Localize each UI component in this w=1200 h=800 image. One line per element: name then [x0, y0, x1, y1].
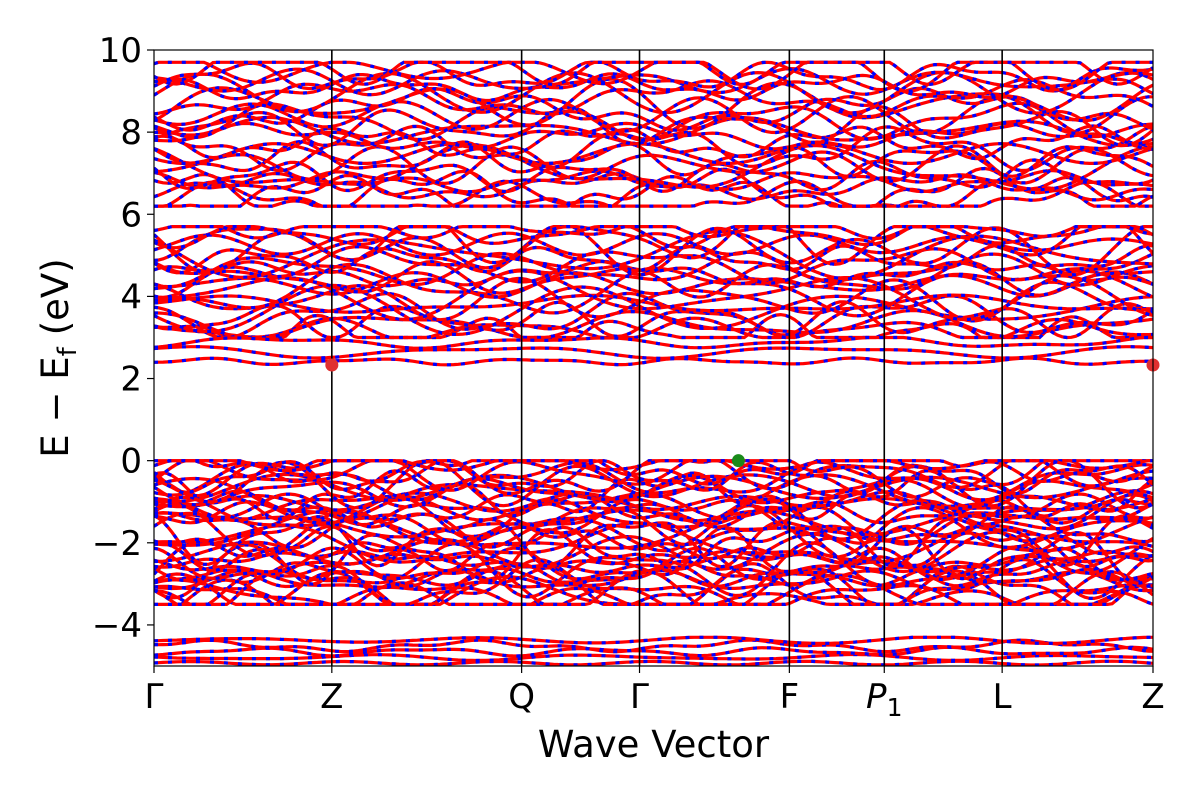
y-axis: 10 8 6 4 2 0 −2 −4 — [92, 31, 154, 646]
band-line — [154, 659, 1153, 666]
band-line-dash — [154, 469, 1153, 521]
band-line — [154, 493, 1153, 541]
band-line-dash — [154, 502, 1153, 559]
x-tick-label: Q — [508, 677, 535, 717]
y-axis-label: E − Ef(eV) — [34, 258, 83, 457]
band-line — [154, 645, 1153, 658]
band-line — [154, 244, 1153, 275]
band-line-dash — [154, 276, 1153, 323]
band-line-dash — [154, 316, 1153, 340]
band-line-dash — [154, 72, 1153, 103]
band-line-dash — [154, 293, 1153, 314]
y-tick-label: 8 — [120, 113, 142, 153]
y-tick-label: −4 — [92, 606, 142, 646]
x-tick-label: Γ — [630, 677, 649, 717]
band-line-dash — [154, 521, 1153, 564]
x-tick-label: Z — [1141, 677, 1164, 717]
band-line-dash — [154, 568, 1153, 606]
band-line — [154, 635, 1153, 646]
band-line-dash — [154, 229, 1153, 281]
band-line-dash — [154, 225, 1153, 266]
band-line-dash — [154, 143, 1153, 192]
y-tick-label: 10 — [99, 31, 142, 71]
band-line-dash — [154, 245, 1153, 285]
band-line-dash — [154, 142, 1153, 165]
x-axis: Γ Z Q Γ F P1 L Z — [145, 666, 1165, 722]
band-line-dash — [154, 308, 1153, 340]
band-line-dash — [154, 66, 1153, 97]
x-tick-label: P1 — [866, 677, 902, 722]
y-tick-label: 4 — [120, 277, 142, 317]
y-tick-label: −2 — [92, 524, 142, 564]
band-line-dash — [154, 259, 1153, 289]
band-line-dash — [154, 549, 1153, 570]
band-lines — [154, 60, 1153, 666]
band-line-dash — [154, 105, 1153, 148]
band-line — [154, 345, 1153, 360]
band-line — [154, 115, 1153, 148]
band-line-dash — [154, 573, 1153, 606]
band-line-dash — [154, 582, 1153, 606]
x-axis-label: Wave Vector — [538, 723, 770, 766]
band-line-dash — [154, 300, 1153, 340]
band-line — [154, 60, 1153, 93]
x-tick-label: L — [993, 677, 1012, 717]
band-line-dash — [154, 498, 1153, 527]
band-line — [154, 60, 1153, 87]
high-symmetry-lines — [331, 50, 1003, 666]
band-line-dash — [154, 144, 1153, 186]
band-line-dash — [154, 459, 1153, 473]
band-line — [154, 70, 1153, 115]
band-line-dash — [154, 491, 1153, 513]
band-line-dash — [154, 124, 1153, 173]
band-line — [154, 335, 1153, 350]
vbm-marker — [731, 454, 745, 468]
band-line — [154, 459, 1153, 492]
x-tick-label: F — [780, 677, 800, 717]
band-line-dash — [154, 101, 1153, 142]
band-line — [154, 356, 1153, 367]
cbm-marker — [325, 358, 339, 372]
band-line-dash — [154, 270, 1153, 299]
band-edge-markers — [325, 358, 1160, 468]
y-tick-label: 6 — [120, 195, 142, 235]
band-line — [154, 652, 1153, 663]
y-tick-label: 2 — [120, 360, 142, 400]
band-line-dash — [154, 225, 1153, 250]
band-line-dash — [154, 524, 1153, 573]
x-tick-label: Γ — [145, 677, 164, 717]
plot-frame — [153, 49, 1154, 667]
band-line-dash — [154, 568, 1153, 593]
band-line-dash — [154, 473, 1153, 525]
band-line-dash — [154, 225, 1153, 241]
band-line-dash — [154, 94, 1153, 135]
band-line — [154, 546, 1153, 582]
band-line-dash — [154, 77, 1153, 119]
band-line-dash — [154, 552, 1153, 575]
band-line-dash — [154, 566, 1153, 589]
band-line — [154, 638, 1153, 654]
x-tick-label: Z — [320, 677, 343, 717]
y-tick-label: 0 — [120, 442, 142, 482]
band-line-dash — [154, 124, 1153, 161]
band-line — [154, 522, 1153, 561]
band-line-dash — [154, 158, 1153, 194]
band-line-dash — [154, 250, 1153, 289]
band-line-dash — [154, 525, 1153, 586]
band-line-dash — [154, 459, 1153, 510]
